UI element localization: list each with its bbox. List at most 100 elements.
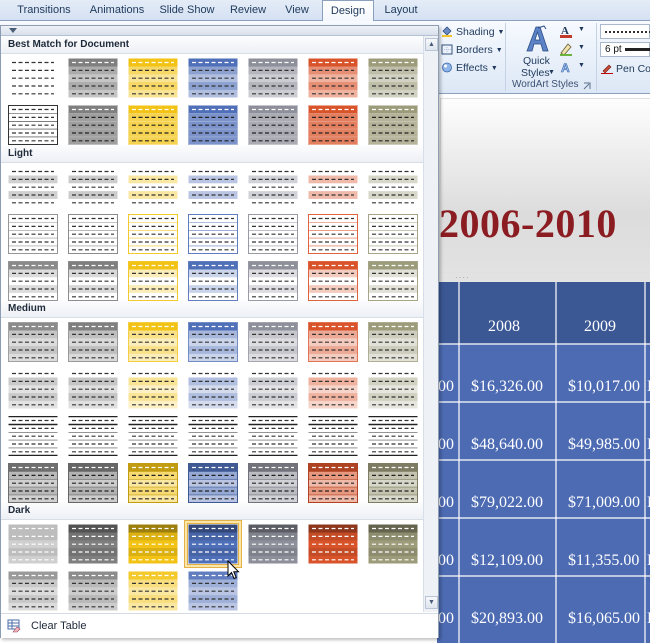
table-cell[interactable]: $16,065.00: [568, 610, 640, 627]
table-style-thumbnail[interactable]: [8, 58, 58, 98]
table-cell[interactable]: $11,355.00: [568, 552, 640, 569]
table-cell[interactable]: D: [647, 494, 650, 512]
scroll-up-arrow[interactable]: ▲: [425, 38, 438, 51]
table-style-thumbnail[interactable]: [368, 322, 418, 362]
table-cell[interactable]: $79,022.00: [471, 494, 543, 511]
table-style-thumbnail[interactable]: [308, 167, 358, 207]
table-style-thumbnail[interactable]: [188, 58, 238, 98]
table-header-cell[interactable]: 2009: [584, 318, 616, 335]
text-fill-button[interactable]: A ▼: [559, 24, 585, 40]
table-cell[interactable]: D: [647, 610, 650, 628]
table-style-thumbnail[interactable]: [68, 167, 118, 207]
table-cell[interactable]: $10,017.00: [568, 378, 640, 395]
table-style-thumbnail[interactable]: [128, 524, 178, 564]
table-style-thumbnail[interactable]: [8, 415, 58, 457]
table-style-thumbnail[interactable]: [308, 261, 358, 301]
slide-table[interactable]: [437, 282, 650, 643]
dialog-launcher-icon[interactable]: [583, 82, 591, 90]
tab-animations[interactable]: Animations: [89, 4, 145, 16]
table-style-thumbnail[interactable]: [188, 322, 238, 362]
table-cell[interactable]: $20,893.00: [471, 610, 543, 627]
table-style-thumbnail[interactable]: [368, 58, 418, 98]
table-cell[interactable]: $49,985.00: [568, 436, 640, 453]
tab-layout[interactable]: Layout: [384, 4, 418, 16]
borders-button[interactable]: Borders ▼: [441, 42, 503, 59]
quick-styles-button[interactable]: Quick Styles: [518, 23, 556, 79]
table-style-thumbnail[interactable]: [128, 415, 178, 457]
table-style-thumbnail[interactable]: [188, 415, 238, 457]
table-style-thumbnail[interactable]: [368, 463, 418, 503]
text-outline-button[interactable]: ▼: [559, 42, 585, 58]
table-style-thumbnail[interactable]: [8, 571, 58, 611]
shading-button[interactable]: Shading ▼: [441, 24, 504, 41]
clear-table-button[interactable]: Clear Table: [1, 613, 438, 638]
table-style-thumbnail[interactable]: [128, 105, 178, 145]
table-style-thumbnail[interactable]: [188, 571, 238, 611]
table-cell[interactable]: $16,326.00: [471, 378, 543, 395]
table-style-thumbnail[interactable]: [188, 105, 238, 145]
table-cell[interactable]: 00: [438, 494, 454, 511]
table-style-thumbnail[interactable]: [68, 214, 118, 254]
table-style-thumbnail[interactable]: [8, 463, 58, 503]
table-style-thumbnail[interactable]: [8, 369, 58, 409]
slide-title[interactable]: 2006-2010: [439, 201, 617, 246]
table-style-thumbnail[interactable]: [308, 322, 358, 362]
table-style-thumbnail[interactable]: [68, 105, 118, 145]
table-cell[interactable]: 00: [438, 378, 454, 395]
pen-style-dropdown[interactable]: [600, 24, 650, 39]
table-style-thumbnail[interactable]: [368, 214, 418, 254]
table-cell[interactable]: $12,109.00: [471, 552, 543, 569]
table-style-thumbnail[interactable]: [128, 214, 178, 254]
table-style-thumbnail[interactable]: [8, 261, 58, 301]
table-cell[interactable]: D: [647, 552, 650, 570]
table-cell[interactable]: 00: [438, 610, 454, 627]
table-cell[interactable]: $48,640.00: [471, 436, 543, 453]
table-style-thumbnail[interactable]: [128, 322, 178, 362]
table-style-thumbnail[interactable]: [248, 369, 298, 409]
table-style-thumbnail[interactable]: [188, 369, 238, 409]
table-style-thumbnail[interactable]: [68, 571, 118, 611]
table-style-thumbnail[interactable]: [368, 369, 418, 409]
table-style-thumbnail[interactable]: [248, 415, 298, 457]
table-style-thumbnail[interactable]: [8, 524, 58, 564]
table-style-thumbnail[interactable]: [308, 463, 358, 503]
table-style-thumbnail[interactable]: [248, 322, 298, 362]
tab-design[interactable]: Design: [322, 0, 374, 22]
table-style-thumbnail[interactable]: [68, 415, 118, 457]
tab-review[interactable]: Review: [229, 4, 267, 16]
table-style-thumbnail[interactable]: [8, 214, 58, 254]
table-header-cell[interactable]: 2008: [488, 318, 520, 335]
table-style-thumbnail[interactable]: [188, 261, 238, 301]
pen-color-button[interactable]: Pen Col: [601, 61, 650, 78]
resize-handle[interactable]: ····: [455, 273, 470, 282]
table-style-thumbnail[interactable]: [308, 105, 358, 145]
table-cell[interactable]: 00: [438, 552, 454, 569]
table-style-thumbnail[interactable]: [248, 524, 298, 564]
table-style-thumbnail[interactable]: [188, 167, 238, 207]
table-style-thumbnail[interactable]: [8, 167, 58, 207]
table-cell[interactable]: D: [647, 436, 650, 454]
table-cell[interactable]: $71,009.00: [568, 494, 640, 511]
table-style-thumbnail[interactable]: [128, 58, 178, 98]
table-style-thumbnail[interactable]: [68, 58, 118, 98]
table-style-thumbnail[interactable]: [248, 58, 298, 98]
pen-weight-dropdown[interactable]: 6 pt: [600, 42, 650, 57]
table-style-thumbnail[interactable]: [368, 415, 418, 457]
tab-view[interactable]: View: [285, 4, 309, 16]
table-style-thumbnail[interactable]: [308, 58, 358, 98]
table-style-thumbnail[interactable]: [308, 415, 358, 457]
table-style-thumbnail[interactable]: [248, 261, 298, 301]
table-style-thumbnail[interactable]: [188, 463, 238, 503]
effects-button[interactable]: Effects ▼: [441, 60, 498, 77]
table-style-thumbnail[interactable]: [68, 463, 118, 503]
table-style-thumbnail[interactable]: [187, 523, 239, 565]
table-cell[interactable]: D: [647, 378, 650, 396]
chevron-down-icon[interactable]: [9, 28, 17, 34]
table-style-thumbnail[interactable]: [368, 261, 418, 301]
table-style-thumbnail[interactable]: [248, 167, 298, 207]
table-style-thumbnail[interactable]: [68, 261, 118, 301]
table-style-thumbnail[interactable]: [188, 214, 238, 254]
text-effects-button[interactable]: A ▼: [559, 60, 585, 76]
tab-slide-show[interactable]: Slide Show: [159, 4, 215, 16]
tab-transitions[interactable]: Transitions: [17, 4, 71, 16]
